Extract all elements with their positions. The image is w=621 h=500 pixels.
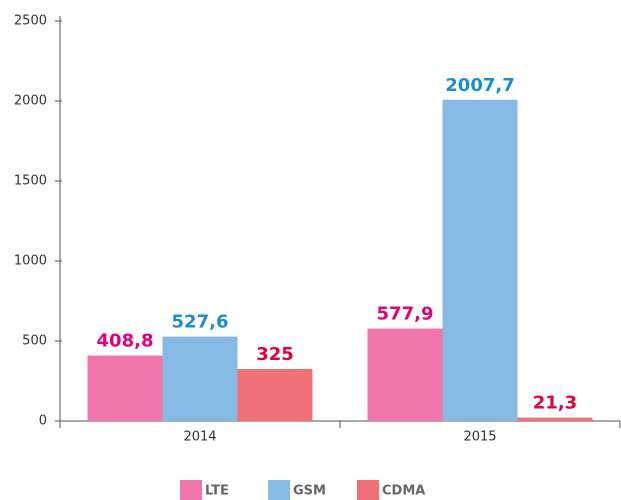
y-tick-label: 1000 (14, 254, 47, 269)
legend-label: CDMA (382, 484, 425, 499)
x-tick-label: 2014 (183, 430, 216, 445)
bar (367, 328, 443, 421)
legend-swatch (180, 480, 202, 500)
y-tick-label: 1500 (14, 174, 47, 189)
data-label: 325 (256, 344, 294, 365)
y-tick-label: 2500 (14, 14, 47, 29)
legend-swatch (268, 480, 290, 500)
bar (442, 99, 518, 421)
x-tick-label: 2015 (463, 430, 496, 445)
data-label: 577,9 (377, 304, 434, 325)
legend-swatch (357, 480, 379, 500)
bar (162, 336, 238, 421)
bar (517, 417, 593, 421)
bar (87, 355, 163, 421)
data-label: 21,3 (533, 393, 577, 414)
legend-label: GSM (293, 484, 326, 499)
legend-label: LTE (205, 484, 229, 499)
y-tick-label: 0 (39, 414, 47, 429)
y-tick-label: 2000 (14, 94, 47, 109)
data-label: 2007,7 (445, 75, 514, 96)
data-label: 408,8 (97, 331, 154, 352)
y-tick-label: 500 (22, 334, 47, 349)
bar (237, 369, 313, 421)
data-label: 527,6 (172, 312, 229, 333)
